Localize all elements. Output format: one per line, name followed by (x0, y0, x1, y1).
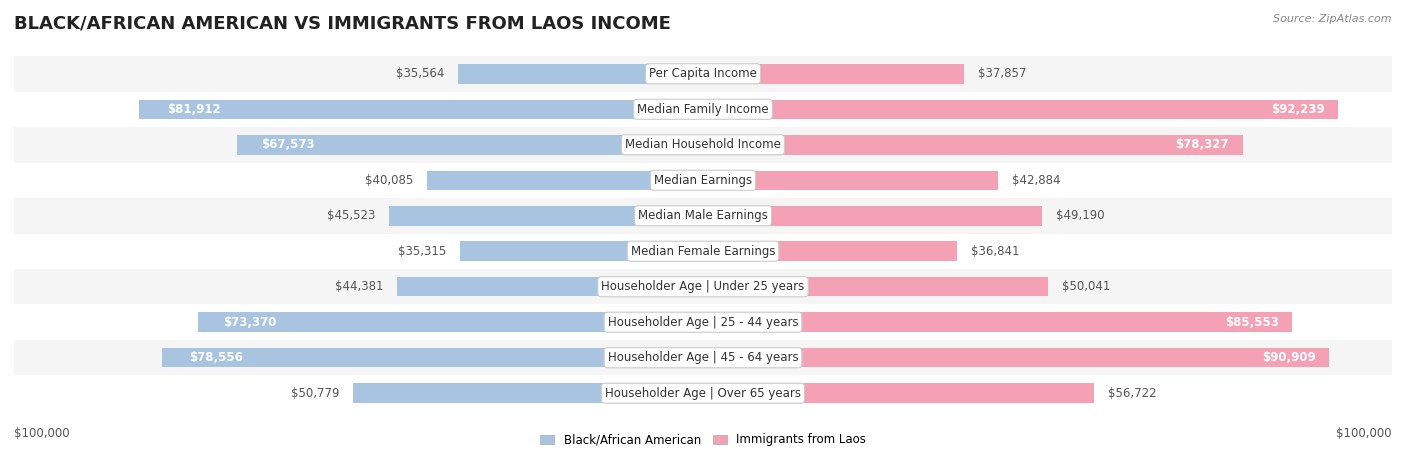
Text: $35,564: $35,564 (396, 67, 444, 80)
Text: $90,909: $90,909 (1261, 351, 1316, 364)
Text: Householder Age | Over 65 years: Householder Age | Over 65 years (605, 387, 801, 400)
Text: $78,556: $78,556 (188, 351, 243, 364)
Text: $35,315: $35,315 (398, 245, 446, 258)
Text: $50,041: $50,041 (1062, 280, 1109, 293)
FancyBboxPatch shape (14, 92, 1392, 127)
Text: $100,000: $100,000 (1336, 427, 1392, 440)
FancyBboxPatch shape (14, 340, 1392, 375)
FancyBboxPatch shape (14, 269, 1392, 304)
FancyBboxPatch shape (703, 241, 957, 261)
FancyBboxPatch shape (398, 277, 703, 297)
Text: $45,523: $45,523 (328, 209, 375, 222)
Text: $85,553: $85,553 (1225, 316, 1278, 329)
Text: Householder Age | 25 - 44 years: Householder Age | 25 - 44 years (607, 316, 799, 329)
Text: Median Male Earnings: Median Male Earnings (638, 209, 768, 222)
FancyBboxPatch shape (238, 135, 703, 155)
Legend: Black/African American, Immigrants from Laos: Black/African American, Immigrants from … (536, 429, 870, 451)
Text: BLACK/AFRICAN AMERICAN VS IMMIGRANTS FROM LAOS INCOME: BLACK/AFRICAN AMERICAN VS IMMIGRANTS FRO… (14, 14, 671, 32)
FancyBboxPatch shape (14, 56, 1392, 92)
FancyBboxPatch shape (460, 241, 703, 261)
FancyBboxPatch shape (14, 234, 1392, 269)
Text: $37,857: $37,857 (977, 67, 1026, 80)
Text: Median Earnings: Median Earnings (654, 174, 752, 187)
FancyBboxPatch shape (427, 170, 703, 190)
FancyBboxPatch shape (139, 99, 703, 119)
Text: $42,884: $42,884 (1012, 174, 1060, 187)
Text: $73,370: $73,370 (222, 316, 276, 329)
FancyBboxPatch shape (14, 304, 1392, 340)
Text: $92,239: $92,239 (1271, 103, 1324, 116)
Text: $56,722: $56,722 (1108, 387, 1156, 400)
Text: Householder Age | 45 - 64 years: Householder Age | 45 - 64 years (607, 351, 799, 364)
FancyBboxPatch shape (14, 375, 1392, 411)
Text: $49,190: $49,190 (1056, 209, 1104, 222)
FancyBboxPatch shape (14, 127, 1392, 163)
FancyBboxPatch shape (458, 64, 703, 84)
FancyBboxPatch shape (389, 206, 703, 226)
FancyBboxPatch shape (703, 64, 963, 84)
FancyBboxPatch shape (703, 99, 1339, 119)
FancyBboxPatch shape (197, 312, 703, 332)
Text: Median Female Earnings: Median Female Earnings (631, 245, 775, 258)
Text: $81,912: $81,912 (167, 103, 221, 116)
FancyBboxPatch shape (14, 198, 1392, 234)
FancyBboxPatch shape (703, 383, 1094, 403)
FancyBboxPatch shape (703, 206, 1042, 226)
FancyBboxPatch shape (703, 348, 1329, 368)
Text: $100,000: $100,000 (14, 427, 70, 440)
Text: $44,381: $44,381 (335, 280, 384, 293)
Text: Median Family Income: Median Family Income (637, 103, 769, 116)
FancyBboxPatch shape (703, 312, 1292, 332)
FancyBboxPatch shape (703, 277, 1047, 297)
Text: $40,085: $40,085 (364, 174, 413, 187)
FancyBboxPatch shape (162, 348, 703, 368)
Text: $78,327: $78,327 (1175, 138, 1229, 151)
FancyBboxPatch shape (703, 135, 1243, 155)
Text: $50,779: $50,779 (291, 387, 339, 400)
Text: Per Capita Income: Per Capita Income (650, 67, 756, 80)
Text: Median Household Income: Median Household Income (626, 138, 780, 151)
Text: Source: ZipAtlas.com: Source: ZipAtlas.com (1274, 14, 1392, 24)
Text: Householder Age | Under 25 years: Householder Age | Under 25 years (602, 280, 804, 293)
FancyBboxPatch shape (353, 383, 703, 403)
Text: $67,573: $67,573 (260, 138, 315, 151)
FancyBboxPatch shape (14, 163, 1392, 198)
Text: $36,841: $36,841 (970, 245, 1019, 258)
FancyBboxPatch shape (703, 170, 998, 190)
